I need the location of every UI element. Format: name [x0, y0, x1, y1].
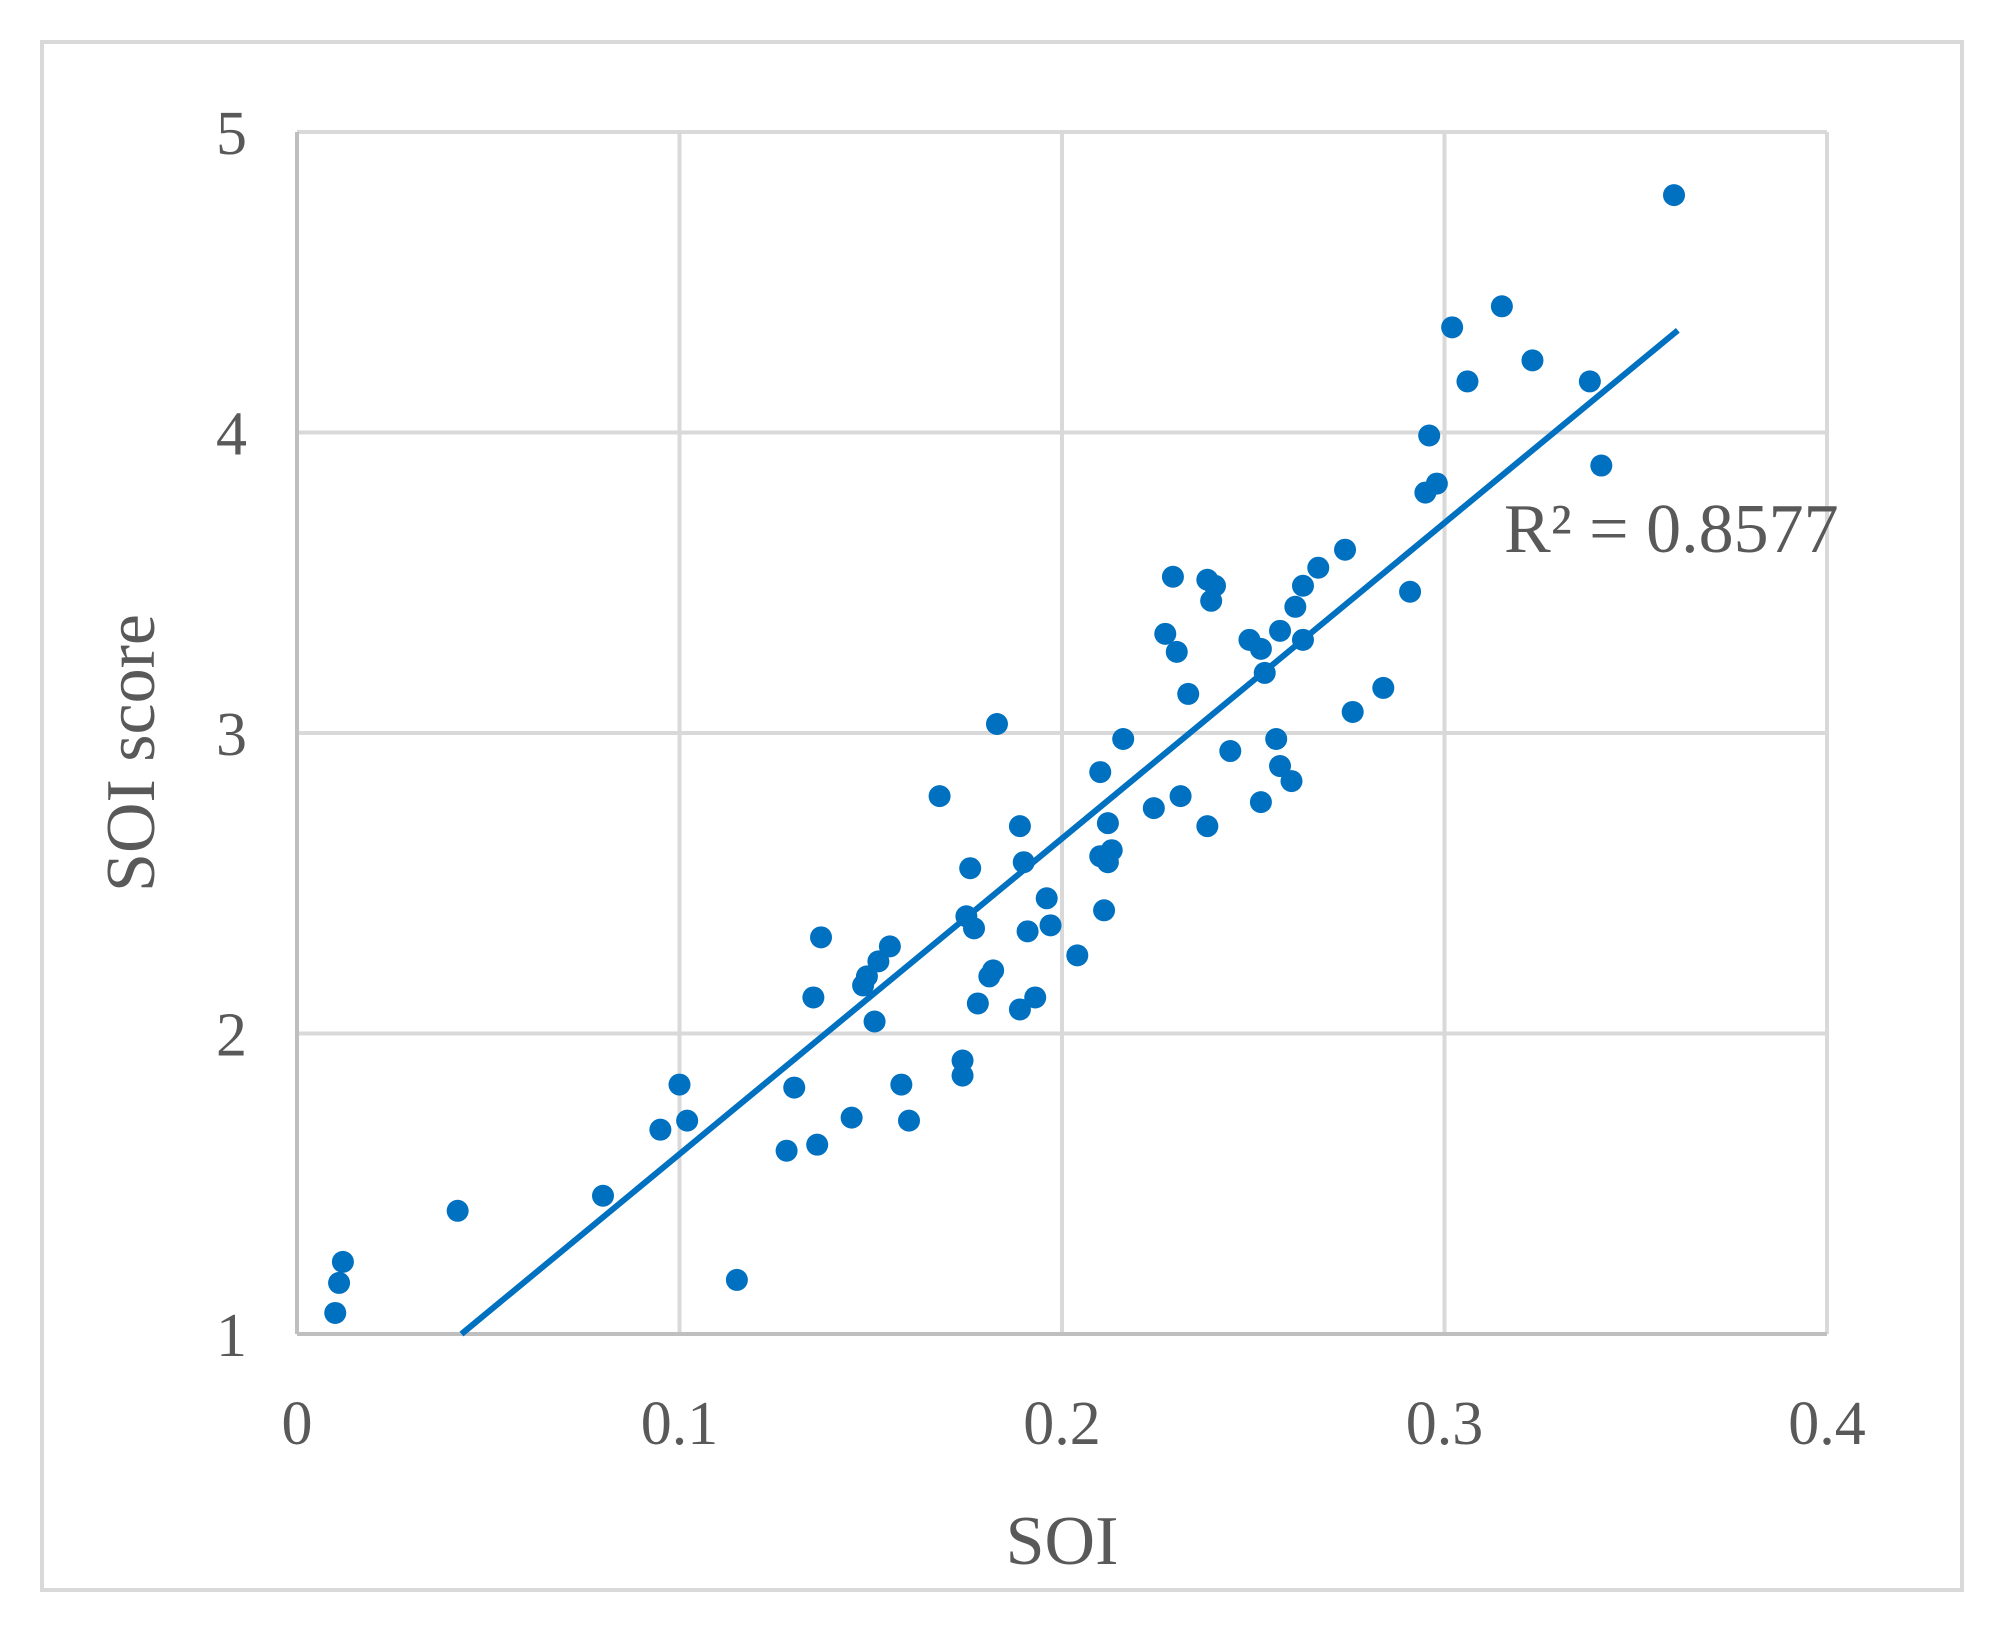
data-point-26 — [959, 857, 982, 880]
data-point-67 — [1291, 574, 1314, 597]
data-point-1 — [328, 1271, 351, 1294]
data-point-17 — [863, 1010, 886, 1033]
chart-svg: 0 0.1 0.2 0.3 0.4 1 2 3 4 5 SOI SOI score R² = 0.… — [93, 100, 1866, 1580]
data-point-39 — [1066, 944, 1089, 967]
data-point-3 — [446, 1199, 469, 1222]
data-point-75 — [1418, 424, 1441, 447]
data-point-65 — [1280, 770, 1303, 793]
x-axis-title: SOI — [1006, 1503, 1119, 1580]
y-axis-title: SOI score — [93, 614, 170, 892]
y-tick-label-2: 3 — [216, 701, 247, 769]
data-point-7 — [676, 1109, 699, 1132]
data-point-48 — [1154, 622, 1177, 645]
data-point-38 — [1039, 914, 1062, 937]
data-point-24 — [951, 1064, 974, 1087]
data-point-78 — [1456, 370, 1479, 393]
data-point-46 — [1112, 728, 1135, 751]
r-squared-label: R² = 0.8577 — [1504, 491, 1839, 568]
data-point-28 — [966, 992, 989, 1015]
data-point-31 — [985, 712, 1008, 735]
data-point-50 — [1165, 640, 1188, 663]
x-tick-label-4: 0.4 — [1788, 1390, 1866, 1458]
chart-frame: 0 0.1 0.2 0.3 0.4 1 2 3 4 5 SOI SOI score R² = 0.… — [40, 40, 1964, 1592]
x-tick-label-0: 0 — [282, 1390, 313, 1458]
data-point-64 — [1269, 755, 1292, 778]
data-point-42 — [1093, 899, 1116, 922]
y-tick-label-4: 5 — [216, 100, 247, 168]
data-point-70 — [1334, 538, 1357, 561]
data-point-11 — [802, 986, 825, 1009]
data-point-56 — [1204, 574, 1226, 597]
axes — [295, 132, 1827, 1336]
data-point-20 — [890, 1073, 913, 1096]
data-point-32 — [1008, 815, 1031, 838]
data-point-83 — [1663, 184, 1685, 207]
data-point-82 — [1590, 454, 1613, 477]
grid — [295, 130, 1829, 1336]
data-point-80 — [1521, 349, 1544, 372]
data-point-63 — [1269, 619, 1292, 642]
data-point-73 — [1399, 580, 1422, 603]
data-point-14 — [840, 1106, 863, 1129]
data-point-13 — [810, 926, 833, 949]
y-tick-label-3: 4 — [216, 401, 247, 469]
data-point-61 — [1253, 661, 1276, 684]
data-point-60 — [1249, 791, 1272, 814]
data-point-12 — [806, 1133, 829, 1156]
data-point-37 — [1035, 887, 1058, 910]
data-point-2 — [331, 1250, 354, 1273]
data-point-9 — [775, 1139, 798, 1162]
data-point-16 — [855, 965, 878, 988]
data-point-71 — [1341, 700, 1364, 723]
y-tick-label-1: 2 — [216, 1002, 247, 1070]
data-point-49 — [1161, 565, 1184, 588]
data-point-81 — [1578, 370, 1601, 393]
data-point-43 — [1096, 812, 1119, 835]
data-point-77 — [1441, 316, 1464, 339]
data-point-21 — [898, 1109, 920, 1132]
data-point-0 — [324, 1301, 347, 1324]
data-point-66 — [1284, 595, 1307, 618]
y-tick-label-0: 1 — [216, 1302, 247, 1370]
data-point-10 — [783, 1076, 806, 1099]
data-point-62 — [1265, 728, 1288, 751]
data-point-18 — [867, 950, 890, 973]
x-tick-label-1: 0.1 — [641, 1390, 719, 1458]
data-point-59 — [1249, 637, 1272, 660]
data-point-35 — [1016, 920, 1039, 943]
data-point-4 — [592, 1184, 614, 1207]
data-point-6 — [668, 1073, 691, 1096]
tick-labels: 0 0.1 0.2 0.3 0.4 1 2 3 4 5 — [216, 100, 1866, 1458]
data-point-45 — [1100, 839, 1123, 862]
data-point-34 — [1012, 851, 1035, 874]
data-point-33 — [1008, 998, 1031, 1021]
data-point-5 — [649, 1118, 672, 1141]
trendline-group — [459, 328, 1680, 1337]
data-point-54 — [1196, 815, 1219, 838]
data-points — [324, 184, 1685, 1324]
data-point-68 — [1291, 628, 1314, 651]
data-point-72 — [1372, 676, 1395, 699]
data-point-69 — [1307, 556, 1330, 579]
data-point-22 — [928, 785, 951, 808]
data-point-79 — [1490, 295, 1513, 318]
data-point-27 — [963, 917, 986, 940]
data-point-19 — [878, 935, 901, 958]
data-point-40 — [1089, 761, 1112, 784]
x-tick-label-2: 0.2 — [1023, 1390, 1101, 1458]
data-point-36 — [1024, 986, 1047, 1009]
trendline — [459, 328, 1680, 1337]
data-point-52 — [1177, 682, 1200, 705]
x-tick-label-3: 0.3 — [1406, 1390, 1484, 1458]
data-point-57 — [1219, 740, 1242, 763]
data-point-30 — [982, 959, 1005, 982]
data-point-51 — [1169, 785, 1192, 808]
data-point-47 — [1142, 797, 1165, 820]
data-point-8 — [725, 1268, 748, 1291]
data-point-76 — [1425, 472, 1448, 495]
